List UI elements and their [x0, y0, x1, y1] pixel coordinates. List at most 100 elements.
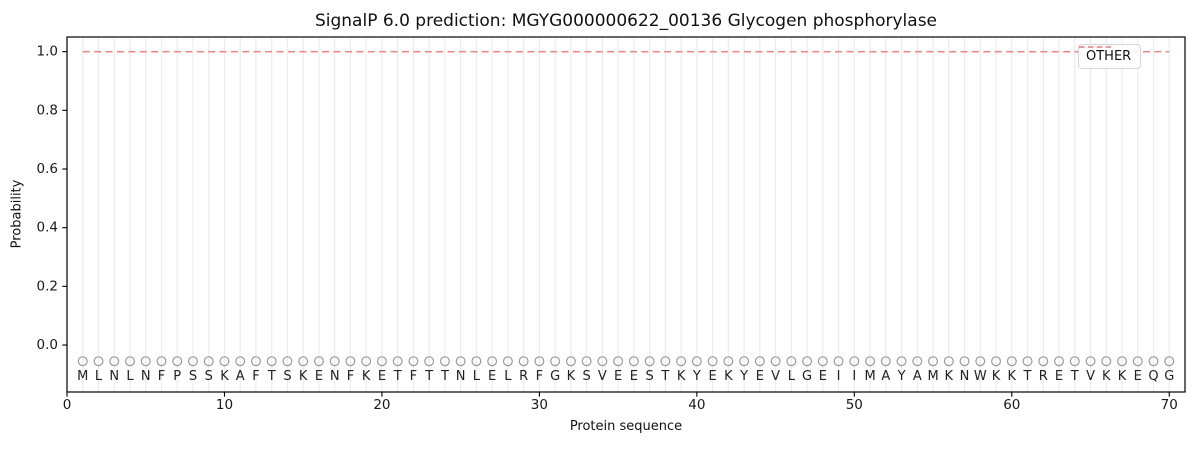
residue-letter: Q	[1148, 369, 1158, 384]
residue-marker-circle	[471, 356, 482, 367]
x-tick-label: 30	[531, 397, 548, 413]
residue-marker-circle	[345, 356, 356, 367]
residue-marker-circle	[487, 356, 498, 367]
residue-marker-circle	[266, 356, 277, 367]
residue-marker-circle	[597, 356, 608, 367]
residue-marker-circle	[959, 356, 970, 367]
residue-marker-circle	[676, 356, 687, 367]
residue-marker-circle	[833, 356, 844, 367]
residue-letter: E	[630, 369, 638, 384]
legend: OTHER	[1078, 44, 1142, 69]
residue-letter: T	[440, 369, 449, 384]
residue-letter: Y	[739, 369, 748, 384]
residue-letter: F	[158, 369, 165, 384]
y-tick-label: 0.4	[37, 220, 58, 236]
residue-marker-circle	[187, 356, 198, 367]
residue-marker-circle	[1022, 356, 1033, 367]
residue-marker-circle	[298, 356, 309, 367]
residue-letter: L	[126, 369, 134, 384]
residue-marker-circle	[455, 356, 466, 367]
residue-letter: W	[974, 369, 987, 384]
residue-letter: Y	[692, 369, 701, 384]
residue-letter: E	[756, 369, 764, 384]
residue-marker-circle	[896, 356, 907, 367]
residue-letter: E	[315, 369, 323, 384]
residue-marker-circle	[613, 356, 624, 367]
residue-marker-circle	[502, 356, 513, 367]
y-tick-label: 0.6	[37, 161, 58, 177]
residue-letter: K	[724, 369, 733, 384]
residue-letter: K	[220, 369, 229, 384]
x-tick-label: 60	[1003, 397, 1020, 413]
x-tick-label: 20	[373, 397, 390, 413]
residue-letter: S	[189, 369, 197, 384]
x-tick-label: 50	[846, 397, 863, 413]
residue-letter: N	[141, 369, 151, 384]
residue-letter: E	[614, 369, 622, 384]
residue-marker-circle	[408, 356, 419, 367]
residue-letter: M	[864, 369, 875, 384]
residue-letter: A	[236, 369, 245, 384]
residue-marker-circle	[203, 356, 214, 367]
residue-marker-circle	[1164, 356, 1175, 367]
residue-marker-circle	[943, 356, 954, 367]
residue-letter: T	[1070, 369, 1079, 384]
residue-letter: Y	[897, 369, 906, 384]
residue-letter: R	[519, 369, 528, 384]
residue-marker-circle	[156, 356, 167, 367]
residue-marker-circle	[581, 356, 592, 367]
residue-letter: N	[109, 369, 119, 384]
residue-letter: L	[788, 369, 796, 384]
legend-label: OTHER	[1086, 49, 1132, 64]
residue-marker-circle	[1101, 356, 1112, 367]
residue-letter: I	[837, 369, 841, 384]
residue-marker-circle	[880, 356, 891, 367]
residue-marker-circle	[1132, 356, 1143, 367]
residue-letter: A	[881, 369, 890, 384]
residue-letter: K	[1118, 369, 1127, 384]
residue-letter: T	[660, 369, 669, 384]
residue-marker-circle	[534, 356, 545, 367]
residue-marker-circle	[424, 356, 435, 367]
residue-marker-circle	[219, 356, 230, 367]
residue-letter: I	[852, 369, 856, 384]
residue-letter: P	[173, 369, 181, 384]
residue-marker-circle	[975, 356, 986, 367]
residue-marker-circle	[865, 356, 876, 367]
residue-letter: V	[598, 369, 607, 384]
residue-marker-circle	[392, 356, 403, 367]
residue-marker-circle	[802, 356, 813, 367]
legend-dashed-line-sample	[1079, 46, 1111, 48]
residue-letter: N	[330, 369, 340, 384]
residue-letter: T	[267, 369, 276, 384]
plot-border	[66, 36, 1186, 393]
residue-marker-circle	[313, 356, 324, 367]
residue-marker-circle	[1069, 356, 1080, 367]
residue-letter: L	[473, 369, 481, 384]
residue-marker-circle	[550, 356, 561, 367]
residue-letter: K	[677, 369, 686, 384]
residue-marker-circle	[660, 356, 671, 367]
y-tick-label: 0.8	[37, 102, 58, 118]
residue-marker-circle	[928, 356, 939, 367]
residue-letter: K	[299, 369, 308, 384]
residue-letter: S	[583, 369, 591, 384]
residue-letter: M	[77, 369, 88, 384]
residue-letter: T	[1023, 369, 1032, 384]
residue-letter: L	[504, 369, 512, 384]
residue-letter: F	[410, 369, 417, 384]
residue-letter: L	[95, 369, 103, 384]
residue-marker-circle	[376, 356, 387, 367]
x-tick-label: 10	[216, 397, 233, 413]
residue-marker-circle	[124, 356, 135, 367]
residue-marker-circle	[628, 356, 639, 367]
y-tick-label: 1.0	[37, 44, 58, 60]
residue-letter: G	[1164, 369, 1174, 384]
residue-letter: K	[362, 369, 371, 384]
residue-letter: E	[819, 369, 827, 384]
residue-letter: K	[567, 369, 576, 384]
residue-letter: S	[283, 369, 291, 384]
residue-marker-circle	[849, 356, 860, 367]
residue-letter: G	[802, 369, 812, 384]
